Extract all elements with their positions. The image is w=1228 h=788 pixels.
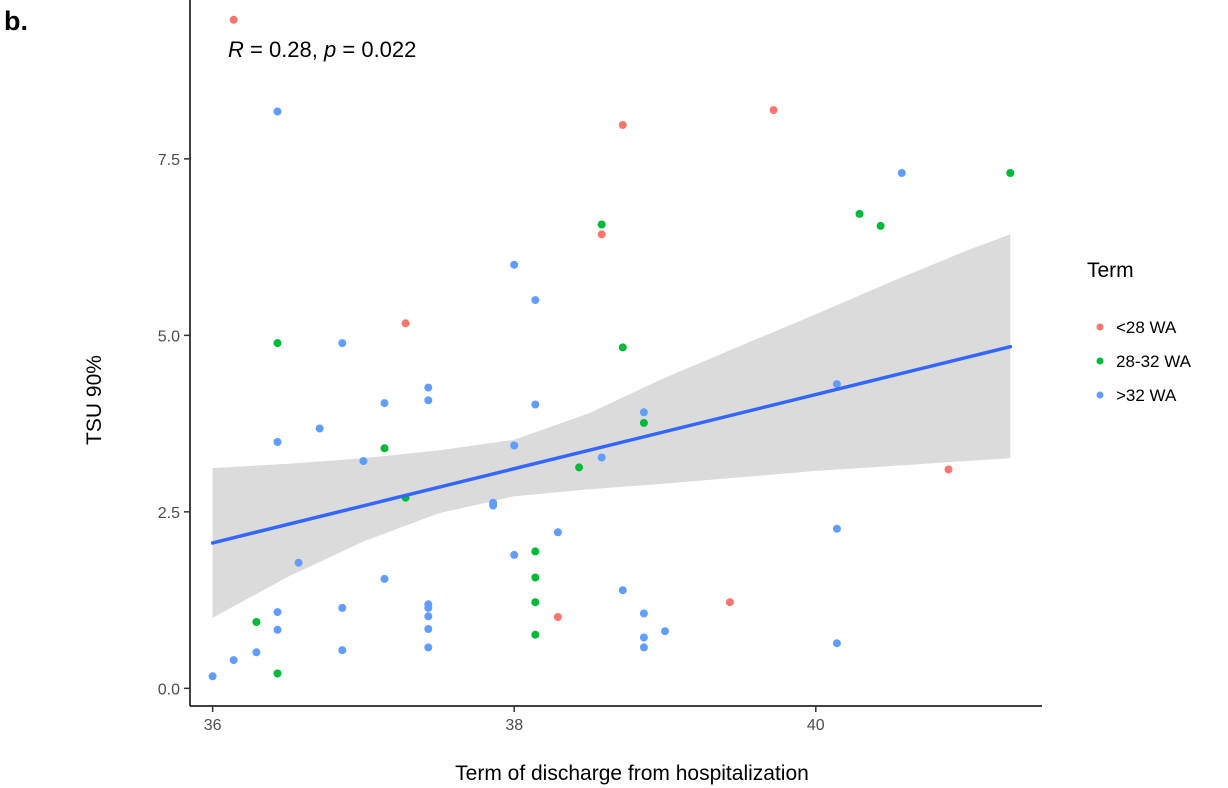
data-point — [273, 438, 282, 446]
data-point — [401, 319, 410, 328]
data-point — [229, 656, 238, 665]
data-point — [424, 643, 433, 652]
data-point — [338, 646, 347, 655]
confidence-band — [212, 234, 1011, 618]
axes-layer: 36 38 40 0.0 2.5 5.0 7.5 — [158, 0, 1042, 734]
y-tick-label: 0.0 — [158, 681, 180, 698]
data-point — [832, 639, 841, 648]
p-value: = 0.022 — [336, 37, 416, 62]
y-tick-label: 7.5 — [158, 152, 180, 169]
data-point — [424, 383, 433, 392]
data-point — [531, 296, 540, 305]
data-point — [531, 598, 540, 607]
data-point — [639, 643, 648, 652]
data-point — [531, 573, 540, 582]
data-point — [273, 107, 282, 116]
legend-title: Term — [1087, 259, 1134, 282]
legend: Term <28 WA 28-32 WA >32 WA — [1087, 259, 1192, 405]
data-point — [273, 625, 282, 634]
legend-label: <28 WA — [1116, 318, 1177, 337]
data-point — [897, 169, 906, 177]
data-point — [252, 648, 261, 657]
x-tick-label: 38 — [505, 717, 523, 734]
legend-key — [1096, 323, 1104, 331]
r-symbol: R — [228, 37, 244, 62]
x-tick-label: 36 — [204, 717, 222, 734]
x-axis-title: Term of discharge from hospitalization — [455, 762, 809, 785]
legend-label: 28-32 WA — [1116, 352, 1192, 371]
data-point — [1006, 169, 1015, 177]
data-point — [855, 209, 864, 218]
data-point — [510, 441, 519, 450]
data-point — [252, 618, 261, 626]
data-point — [338, 339, 347, 348]
data-point — [553, 613, 562, 621]
data-point — [531, 400, 540, 409]
data-point — [597, 230, 606, 239]
y-axis-title: TSU 90% — [83, 355, 106, 445]
data-point — [832, 524, 841, 533]
data-point — [553, 528, 562, 537]
data-point — [424, 603, 433, 612]
legend-key — [1096, 391, 1104, 399]
data-point — [597, 220, 606, 229]
data-point — [639, 418, 648, 427]
data-point — [294, 558, 303, 567]
data-point — [424, 396, 433, 405]
legend-label: >32 WA — [1116, 386, 1177, 405]
r-value: = 0.28, — [244, 37, 324, 62]
x-tick-label: 40 — [807, 717, 825, 734]
data-point — [380, 574, 389, 583]
data-point — [618, 121, 627, 129]
data-point — [424, 625, 433, 633]
data-point — [639, 633, 648, 642]
regression-line — [210, 344, 1013, 545]
data-point — [338, 603, 347, 612]
data-point — [380, 399, 389, 408]
legend-items: <28 WA 28-32 WA >32 WA — [1096, 318, 1192, 405]
data-point — [769, 106, 778, 115]
series-3 — [208, 107, 906, 681]
data-point — [359, 457, 368, 465]
data-point — [832, 380, 841, 389]
data-point — [273, 608, 282, 617]
data-point — [208, 672, 217, 681]
series-1 — [229, 15, 953, 621]
data-point — [944, 465, 953, 474]
data-point — [639, 408, 648, 417]
panel-label: b. — [4, 6, 28, 36]
correlation-annotation: R = 0.28, p = 0.022 — [228, 37, 416, 62]
data-point — [876, 221, 885, 230]
y-tick-label: 5.0 — [158, 328, 180, 345]
data-point — [618, 343, 627, 352]
series-2 — [252, 169, 1015, 678]
data-point — [661, 627, 669, 636]
data-point — [510, 550, 519, 559]
confidence-band-layer — [212, 234, 1011, 618]
data-point — [424, 612, 433, 621]
data-point — [380, 444, 389, 453]
data-point — [725, 598, 734, 607]
fit-line-layer — [210, 344, 1013, 545]
data-point — [273, 339, 282, 348]
data-point — [575, 463, 584, 472]
data-point — [531, 547, 540, 556]
data-point — [315, 424, 324, 433]
y-tick-label: 2.5 — [158, 505, 180, 522]
data-point — [489, 501, 498, 510]
data-point — [510, 260, 519, 269]
p-symbol: p — [323, 37, 336, 62]
data-point — [531, 630, 540, 639]
data-point — [639, 609, 648, 618]
data-point — [273, 669, 282, 678]
data-point — [618, 586, 627, 595]
data-point — [229, 15, 238, 24]
points-layer — [208, 15, 1015, 681]
data-point — [597, 453, 606, 462]
legend-key — [1096, 357, 1104, 365]
